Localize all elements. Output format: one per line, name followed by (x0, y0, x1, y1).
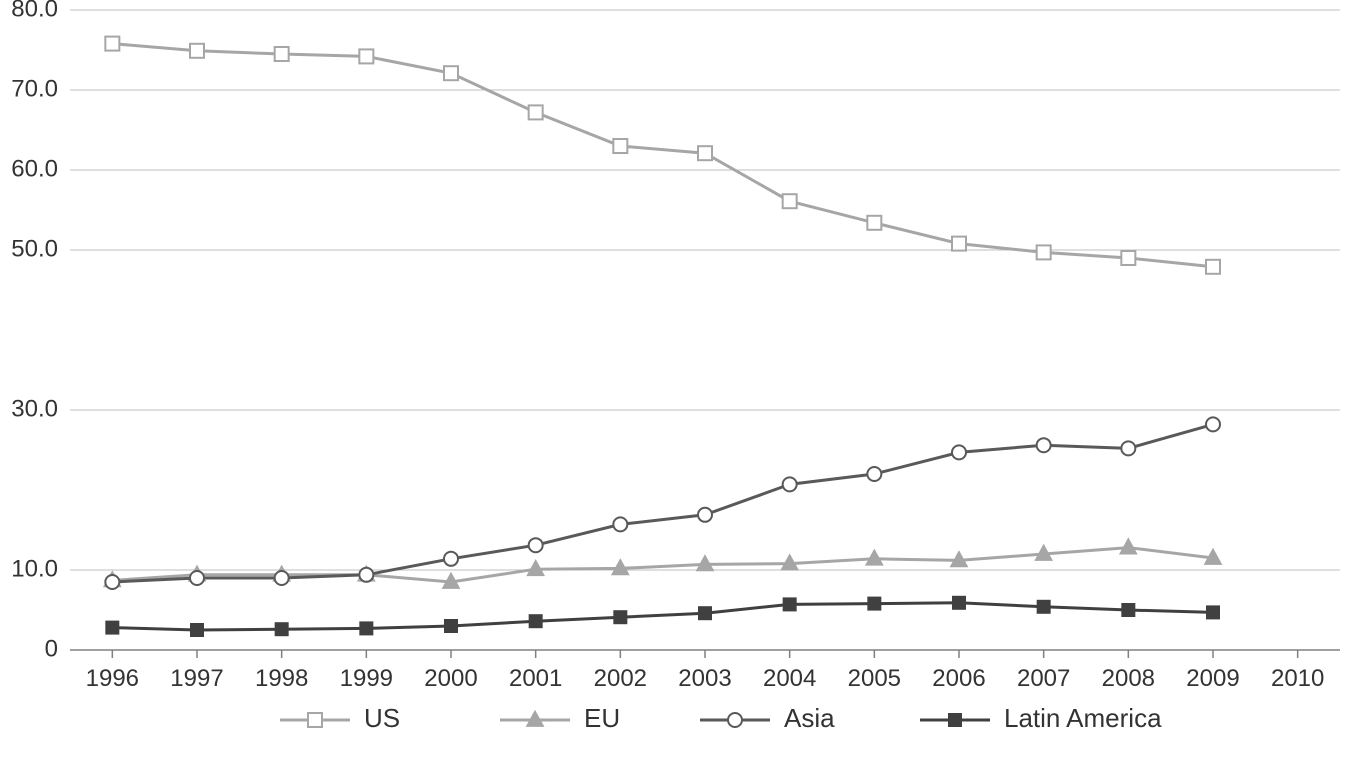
x-tick-label: 1997 (170, 665, 223, 692)
legend-label: Asia (784, 703, 835, 733)
x-tick-label: 2007 (1017, 665, 1070, 692)
legend-label: Latin America (1004, 703, 1162, 733)
x-tick-label: 2000 (424, 665, 477, 692)
x-tick-label: 2008 (1102, 665, 1155, 692)
legend-label: EU (584, 703, 620, 733)
x-tick-label: 2010 (1271, 665, 1324, 692)
x-tick-label: 2002 (594, 665, 647, 692)
y-tick-label: 80.0 (11, 0, 58, 22)
y-tick-label: 10.0 (11, 555, 58, 582)
x-tick-label: 2004 (763, 665, 816, 692)
y-tick-label: 70.0 (11, 75, 58, 102)
x-tick-label: 2009 (1186, 665, 1239, 692)
line-chart: 0 10.0 30.0 50.0 60.0 70.0 80.0 1996 1997 1998 199… (0, 0, 1358, 763)
chart-svg: 0 10.0 30.0 50.0 60.0 70.0 80.0 1996 1997 1998 199… (0, 0, 1358, 763)
x-tick-label: 1999 (340, 665, 393, 692)
legend-label: US (364, 703, 400, 733)
y-tick-label: 50.0 (11, 235, 58, 262)
x-tick-label: 2003 (678, 665, 731, 692)
y-tick-label: 60.0 (11, 155, 58, 182)
x-tick-label: 1998 (255, 665, 308, 692)
x-tick-label: 2005 (848, 665, 901, 692)
y-tick-label: 0 (45, 635, 58, 662)
x-tick-label: 2006 (932, 665, 985, 692)
x-tick-label: 1996 (86, 665, 139, 692)
x-tick-label: 2001 (509, 665, 562, 692)
y-tick-label: 30.0 (11, 395, 58, 422)
